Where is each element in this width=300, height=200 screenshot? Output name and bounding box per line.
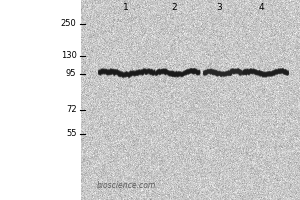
Text: 55: 55 xyxy=(66,130,76,138)
Text: 4: 4 xyxy=(258,3,264,12)
Bar xyxy=(0,0,81,200)
Text: 2: 2 xyxy=(171,3,177,12)
Text: 3: 3 xyxy=(216,3,222,12)
Text: 1: 1 xyxy=(123,3,129,12)
Text: 95: 95 xyxy=(66,70,76,78)
Text: 130: 130 xyxy=(61,51,76,60)
Text: 250: 250 xyxy=(61,20,76,28)
Text: bioscience.com: bioscience.com xyxy=(96,181,156,190)
Text: 72: 72 xyxy=(66,106,76,114)
